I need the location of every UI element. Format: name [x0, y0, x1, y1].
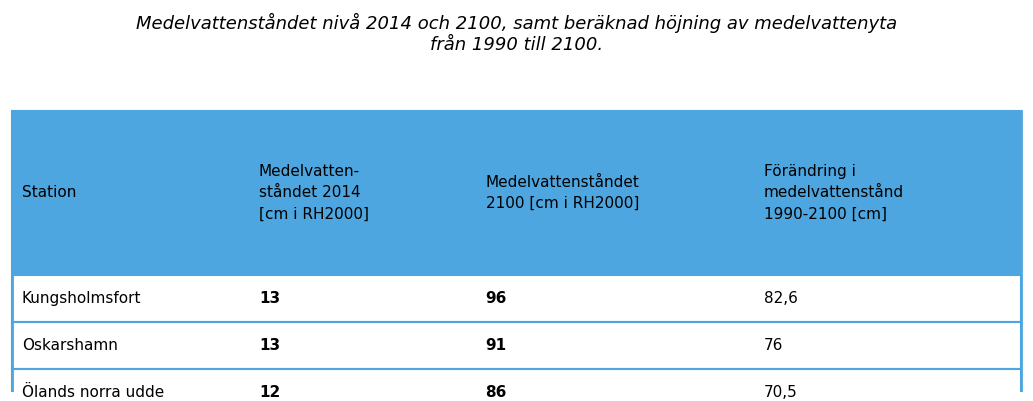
Text: 82,6: 82,6	[763, 291, 797, 306]
FancyBboxPatch shape	[11, 322, 1022, 369]
Text: 13: 13	[259, 291, 280, 306]
Text: 86: 86	[486, 385, 507, 400]
Text: 76: 76	[763, 338, 783, 353]
Text: 12: 12	[259, 385, 280, 400]
Text: Ölands norra udde: Ölands norra udde	[22, 385, 164, 400]
FancyBboxPatch shape	[11, 111, 1022, 275]
Text: [cm i RH2000]: [cm i RH2000]	[259, 207, 369, 222]
Text: 91: 91	[486, 338, 507, 353]
Text: Oskarshamn: Oskarshamn	[22, 338, 118, 353]
Text: 96: 96	[486, 291, 507, 306]
Text: Kungsholmsfort: Kungsholmsfort	[22, 291, 142, 306]
FancyBboxPatch shape	[11, 275, 1022, 322]
Text: 1990-2100 [cm]: 1990-2100 [cm]	[763, 207, 886, 222]
Text: Medelvattenståndet nivå 2014 och 2100, samt beräknad höjning av medelvattenyta
f: Medelvattenståndet nivå 2014 och 2100, s…	[136, 13, 897, 54]
Text: Medelvattenståndet: Medelvattenståndet	[486, 174, 639, 190]
Text: Station: Station	[22, 185, 76, 200]
Text: 13: 13	[259, 338, 280, 353]
FancyBboxPatch shape	[11, 369, 1022, 401]
Text: Medelvatten-: Medelvatten-	[259, 164, 361, 179]
Text: 2100 [cm i RH2000]: 2100 [cm i RH2000]	[486, 196, 639, 211]
Text: ståndet 2014: ståndet 2014	[259, 185, 361, 200]
Text: Förändring i: Förändring i	[763, 164, 855, 179]
Text: medelvattenstånd: medelvattenstånd	[763, 185, 904, 200]
Text: 70,5: 70,5	[763, 385, 797, 400]
